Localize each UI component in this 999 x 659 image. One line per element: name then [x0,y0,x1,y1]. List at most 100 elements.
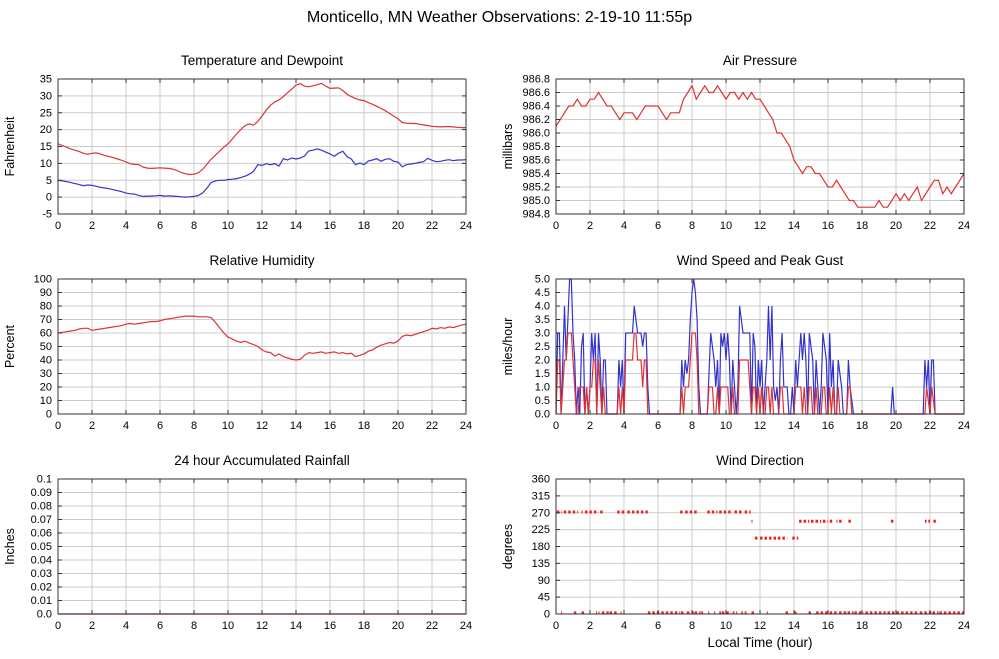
svg-text:30: 30 [40,368,52,380]
svg-text:16: 16 [822,620,834,632]
svg-text:14: 14 [788,220,800,232]
svg-text:50: 50 [40,341,52,353]
svg-text:984.8: 984.8 [522,209,550,221]
svg-text:20: 20 [890,220,902,232]
svg-text:18: 18 [856,420,868,432]
svg-text:18: 18 [358,620,370,632]
svg-text:22: 22 [924,220,936,232]
svg-text:0: 0 [46,192,52,204]
svg-text:0: 0 [553,620,559,632]
svg-text:0.03: 0.03 [31,568,52,580]
svg-text:16: 16 [822,420,834,432]
svg-text:18: 18 [358,420,370,432]
series-humidity [57,315,467,361]
svg-text:3.5: 3.5 [535,314,550,326]
chart-title: Relative Humidity [209,253,314,268]
svg-text:986.0: 986.0 [522,128,550,140]
svg-text:986.2: 986.2 [522,114,550,126]
svg-text:24: 24 [460,220,472,232]
svg-text:4: 4 [123,220,129,232]
svg-text:22: 22 [426,620,438,632]
svg-text:24: 24 [958,220,970,232]
chart-title: Air Pressure [723,53,797,68]
svg-text:30: 30 [40,90,52,102]
tick-labels: 0 2 4 6 8 10 12 14 16 18 20 22 240.00.010.020.030.04… [31,474,473,633]
svg-text:10: 10 [720,620,732,632]
y-axis-title: Percent [3,324,17,368]
svg-text:0: 0 [55,620,61,632]
svg-text:0.08: 0.08 [31,501,52,513]
svg-text:6: 6 [157,620,163,632]
svg-text:70: 70 [40,314,52,326]
svg-text:985.0: 985.0 [522,195,550,207]
svg-text:2.0: 2.0 [535,355,550,367]
y-axis-title: miles/hour [501,318,515,376]
svg-text:12: 12 [754,420,766,432]
svg-text:20: 20 [40,124,52,136]
svg-text:2: 2 [89,620,95,632]
svg-text:16: 16 [324,220,336,232]
svg-text:360: 360 [532,474,550,486]
svg-text:0.04: 0.04 [31,555,52,567]
svg-text:4.0: 4.0 [535,301,550,313]
svg-text:25: 25 [40,107,52,119]
svg-text:40: 40 [40,355,52,367]
chart-title: Wind Speed and Peak Gust [677,253,844,268]
svg-text:0.0: 0.0 [535,409,550,421]
svg-text:12: 12 [256,220,268,232]
tick-marks [555,278,965,415]
svg-text:22: 22 [924,420,936,432]
svg-text:0.05: 0.05 [31,541,52,553]
svg-text:986.6: 986.6 [522,87,550,99]
svg-text:6: 6 [157,420,163,432]
tick-marks [555,478,965,615]
svg-text:90: 90 [538,575,550,587]
svg-text:14: 14 [290,620,302,632]
svg-text:6: 6 [157,220,163,232]
svg-text:16: 16 [324,420,336,432]
svg-text:0.06: 0.06 [31,528,52,540]
svg-text:6: 6 [655,620,661,632]
svg-text:20: 20 [392,620,404,632]
svg-text:985.8: 985.8 [522,141,550,153]
svg-text:225: 225 [532,524,550,536]
svg-text:15: 15 [40,141,52,153]
grid [57,478,467,615]
grid [57,78,467,215]
y-axis-title: Inches [3,528,17,565]
svg-text:2: 2 [89,420,95,432]
svg-text:985.2: 985.2 [522,182,550,194]
rainfall-chart: 0 2 4 6 8 10 12 14 16 18 20 22 240.00.010.020.030.04… [3,453,473,633]
svg-text:0: 0 [544,609,550,621]
chart-title: 24 hour Accumulated Rainfall [174,453,350,468]
svg-text:2: 2 [587,420,593,432]
svg-text:45: 45 [538,592,550,604]
svg-text:12: 12 [256,620,268,632]
svg-text:135: 135 [532,558,550,570]
air-pressure-chart: 0 2 4 6 8 10 12 14 16 18 20 22 24984.8985.0985.2985.… [501,53,970,232]
svg-text:-5: -5 [42,209,52,221]
relative-humidity-chart: 0 2 4 6 8 10 12 14 16 18 20 22 240102030405060708090… [3,253,472,432]
svg-text:0: 0 [55,420,61,432]
svg-text:14: 14 [788,420,800,432]
svg-text:20: 20 [890,620,902,632]
svg-text:10: 10 [40,158,52,170]
svg-text:0: 0 [46,409,52,421]
svg-text:18: 18 [358,220,370,232]
svg-text:18: 18 [856,620,868,632]
svg-text:2: 2 [587,620,593,632]
wind-speed-gust-chart: 0 2 4 6 8 10 12 14 16 18 20 22 240.00.51.01.52.02.53… [501,253,970,432]
svg-text:4: 4 [621,220,627,232]
svg-text:4: 4 [621,620,627,632]
svg-text:35: 35 [40,74,52,86]
svg-text:4.5: 4.5 [535,287,550,299]
svg-text:4: 4 [621,420,627,432]
tick-marks [57,478,467,615]
svg-text:0.02: 0.02 [31,582,52,594]
svg-text:100: 100 [34,274,52,286]
series-pressure [555,84,965,208]
series-temperature [57,82,466,176]
svg-text:20: 20 [392,420,404,432]
svg-text:0.09: 0.09 [31,487,52,499]
